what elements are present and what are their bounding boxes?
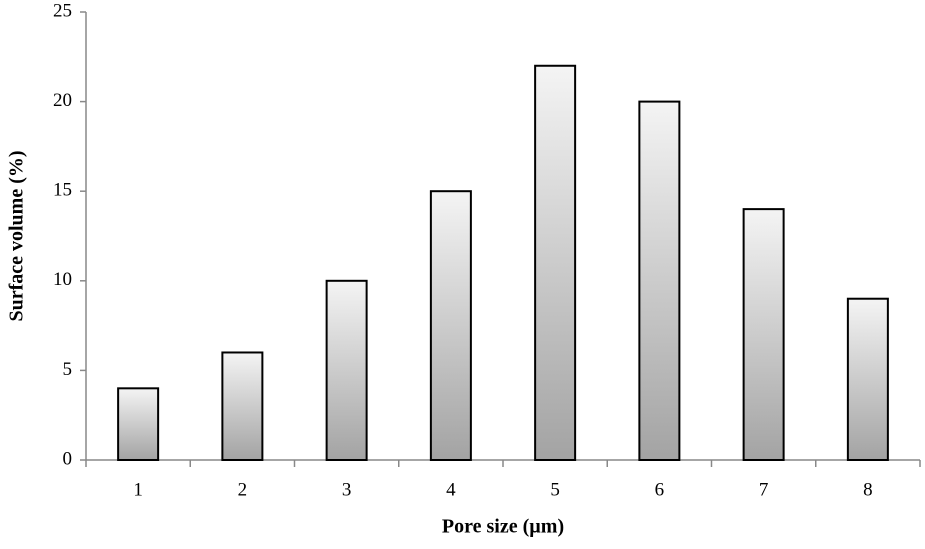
bar (325, 279, 368, 461)
x-tick-label: 8 (863, 479, 873, 500)
y-tick-label: 5 (63, 359, 73, 380)
x-tick-label: 1 (133, 479, 143, 500)
y-tick-label: 25 (53, 0, 72, 21)
bar (534, 64, 577, 461)
x-tick-label: 7 (759, 479, 769, 500)
x-tick-label: 5 (550, 479, 560, 500)
x-tick-label: 2 (238, 479, 248, 500)
x-axis-label: Pore size (µm) (442, 516, 564, 538)
bar (846, 297, 889, 461)
y-tick-label: 15 (53, 180, 72, 201)
y-tick-label: 20 (53, 90, 72, 111)
x-tick-label: 3 (342, 479, 352, 500)
bar (742, 208, 785, 461)
bar (429, 190, 472, 461)
y-axis-label: Surface volume (%) (6, 150, 28, 321)
x-tick-label: 4 (446, 479, 456, 500)
y-tick-label: 0 (63, 448, 73, 469)
bar (221, 351, 264, 462)
y-tick-label: 10 (53, 269, 72, 290)
bar (117, 387, 160, 462)
bar (638, 100, 681, 461)
x-tick-label: 6 (655, 479, 665, 500)
